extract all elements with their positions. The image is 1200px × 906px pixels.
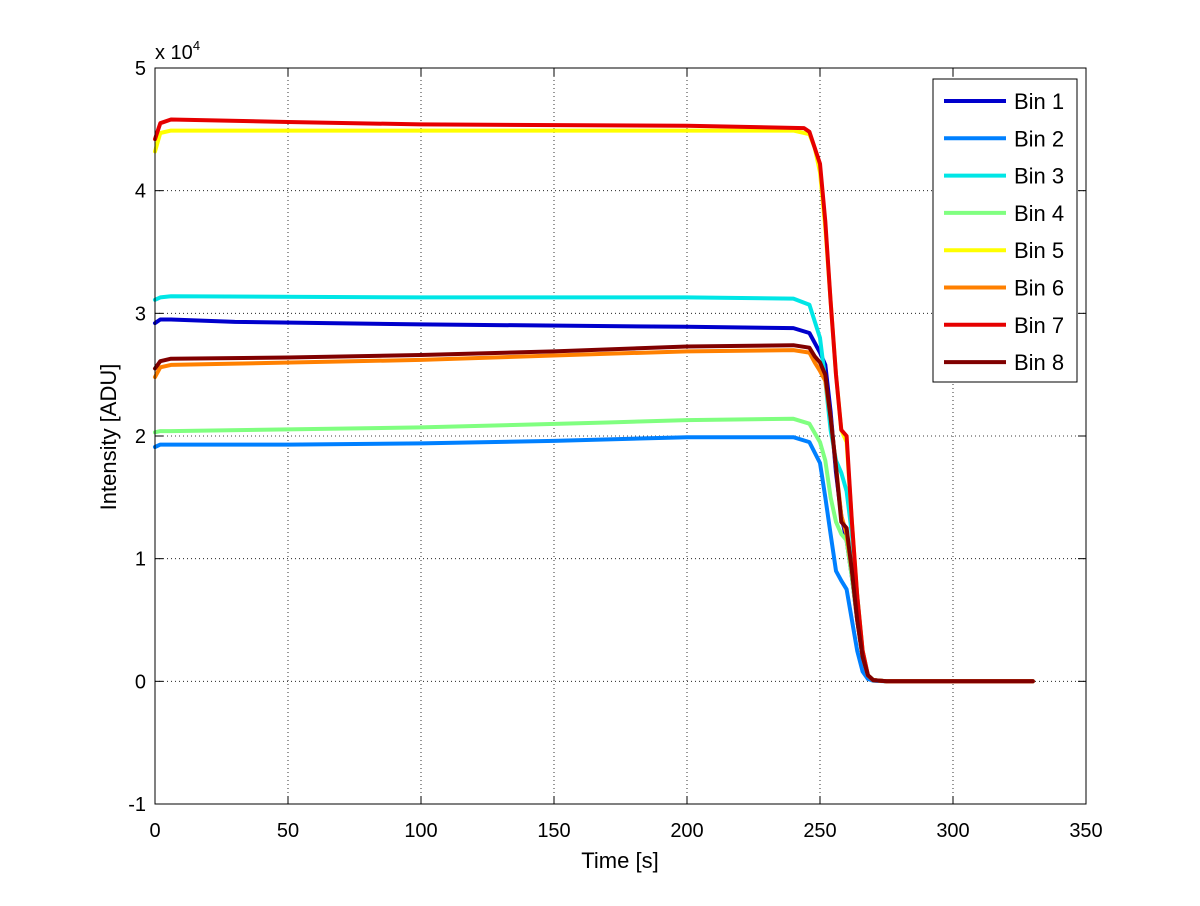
legend-label: Bin 7 bbox=[1014, 313, 1064, 338]
y-tick-label: -1 bbox=[128, 794, 146, 816]
legend-label: Bin 6 bbox=[1014, 276, 1064, 301]
x-tick-label: 150 bbox=[537, 820, 570, 842]
y-tick-label: 2 bbox=[135, 426, 146, 448]
series-line-bin-8 bbox=[153, 343, 1035, 684]
y-axis-label: Intensity [ADU] bbox=[96, 364, 121, 511]
legend-label: Bin 2 bbox=[1014, 126, 1064, 151]
x-axis-label: Time [s] bbox=[581, 848, 658, 873]
legend-label: Bin 5 bbox=[1014, 238, 1064, 263]
x-tick-label: 250 bbox=[803, 820, 836, 842]
y-tick-label: 0 bbox=[135, 671, 146, 693]
x-tick-label: 100 bbox=[404, 820, 437, 842]
series-group bbox=[153, 117, 1035, 684]
y-tick-label: 5 bbox=[135, 58, 146, 80]
series-line-bin-2 bbox=[153, 435, 1035, 684]
x-tick-label: 350 bbox=[1069, 820, 1102, 842]
ticks bbox=[154, 67, 1087, 805]
x-tick-label: 300 bbox=[936, 820, 969, 842]
x-tick-labels: 0 50 100 150 200 250 300 350 bbox=[149, 820, 1102, 842]
legend-label: Bin 8 bbox=[1014, 350, 1064, 375]
legend: Bin 1 Bin 2 Bin 3 Bin 4 Bin 5 Bin 6 Bin 7 Bin 8 bbox=[932, 78, 1078, 383]
y-tick-label: 4 bbox=[135, 181, 146, 203]
y-tick-labels: -1 0 1 2 3 4 5 bbox=[128, 58, 146, 816]
legend-box bbox=[932, 78, 1078, 383]
x-tick-label: 0 bbox=[149, 820, 160, 842]
y-tick-label: 1 bbox=[135, 549, 146, 571]
legend-label: Bin 1 bbox=[1014, 89, 1064, 114]
legend-label: Bin 3 bbox=[1014, 164, 1064, 189]
y-tick-label: 3 bbox=[135, 303, 146, 325]
x-tick-label: 200 bbox=[670, 820, 703, 842]
y-exponent-label: x 104 bbox=[155, 38, 200, 64]
x-tick-label: 50 bbox=[277, 820, 299, 842]
legend-label: Bin 4 bbox=[1014, 201, 1064, 226]
